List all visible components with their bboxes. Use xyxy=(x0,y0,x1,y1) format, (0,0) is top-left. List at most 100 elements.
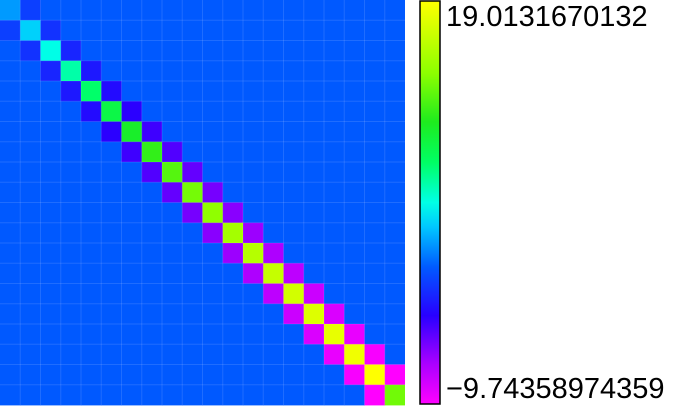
heatmap-cell xyxy=(243,40,264,62)
heatmap-cell xyxy=(384,263,405,284)
heatmap-cell xyxy=(263,60,284,82)
heatmap-cell xyxy=(344,0,365,21)
colorbar-gradient xyxy=(419,0,441,405)
heatmap-cell xyxy=(303,141,325,163)
heatmap-cell xyxy=(182,222,203,244)
heatmap-cell xyxy=(222,283,244,305)
heatmap-cell xyxy=(384,283,405,305)
heatmap-cell xyxy=(222,40,244,62)
heatmap-cell xyxy=(60,384,82,406)
heatmap-cell xyxy=(0,121,21,143)
heatmap-cell xyxy=(364,121,386,143)
heatmap-cell xyxy=(344,324,365,345)
heatmap-cell xyxy=(81,60,102,82)
heatmap-cell xyxy=(121,81,143,102)
heatmap-cell xyxy=(121,141,143,163)
heatmap-cell xyxy=(60,303,82,325)
heatmap-cell xyxy=(344,263,365,284)
heatmap-cell xyxy=(263,40,284,62)
heatmap-cell xyxy=(202,60,224,82)
heatmap-cell xyxy=(0,324,21,345)
heatmap-cell xyxy=(182,364,203,386)
heatmap-cell xyxy=(364,303,386,325)
heatmap-cell xyxy=(60,344,82,365)
heatmap-cell xyxy=(283,324,305,345)
heatmap-cell xyxy=(324,263,345,284)
heatmap-cell xyxy=(303,263,325,284)
heatmap-cell xyxy=(121,0,143,21)
heatmap-cell xyxy=(162,141,183,163)
heatmap-cell xyxy=(20,263,41,284)
heatmap-cell xyxy=(263,344,284,365)
heatmap-cell xyxy=(324,384,345,406)
heatmap-cell xyxy=(202,384,224,406)
heatmap-cell xyxy=(40,303,62,325)
heatmap-cell xyxy=(283,202,305,224)
heatmap-cell xyxy=(202,344,224,365)
heatmap-cell xyxy=(60,364,82,386)
heatmap-cell xyxy=(20,182,41,203)
heatmap-cell xyxy=(101,162,122,183)
heatmap-cell xyxy=(101,121,122,143)
heatmap-cell xyxy=(0,384,21,406)
heatmap-cell xyxy=(344,283,365,305)
heatmap-cell xyxy=(202,303,224,325)
heatmap-cell xyxy=(263,243,284,264)
heatmap-cell xyxy=(182,101,203,122)
heatmap-cell xyxy=(0,81,21,102)
heatmap-cell xyxy=(141,101,163,122)
heatmap-cell xyxy=(60,121,82,143)
heatmap-cell xyxy=(384,303,405,325)
heatmap-cell xyxy=(263,263,284,284)
heatmap-cell xyxy=(81,0,102,21)
heatmap-cell xyxy=(364,263,386,284)
heatmap-cell xyxy=(60,101,82,122)
heatmap-cell xyxy=(162,81,183,102)
heatmap-cell xyxy=(101,263,122,284)
heatmap-cell xyxy=(0,263,21,284)
heatmap-cell xyxy=(384,162,405,183)
heatmap-cell xyxy=(364,243,386,264)
heatmap-cell xyxy=(162,283,183,305)
heatmap-cell xyxy=(283,81,305,102)
heatmap-cell xyxy=(0,0,21,21)
heatmap-cell xyxy=(40,101,62,122)
heatmap-cell xyxy=(384,40,405,62)
heatmap-cell xyxy=(303,162,325,183)
heatmap-cell xyxy=(20,81,41,102)
heatmap-cell xyxy=(283,40,305,62)
heatmap-cell xyxy=(81,162,102,183)
heatmap-cell xyxy=(182,162,203,183)
heatmap-cell xyxy=(283,141,305,163)
heatmap-cell xyxy=(141,81,163,102)
heatmap-cell xyxy=(20,303,41,325)
heatmap-cell xyxy=(283,344,305,365)
heatmap-cell xyxy=(162,0,183,21)
heatmap-cell xyxy=(40,182,62,203)
heatmap-cell xyxy=(283,0,305,21)
heatmap-cell xyxy=(283,364,305,386)
heatmap-cell xyxy=(303,121,325,143)
heatmap-cell xyxy=(40,344,62,365)
heatmap-cell xyxy=(182,0,203,21)
heatmap-cell xyxy=(384,344,405,365)
heatmap-cell xyxy=(384,81,405,102)
heatmap-cell xyxy=(121,202,143,224)
heatmap-cell xyxy=(40,263,62,284)
heatmap-cell xyxy=(20,222,41,244)
heatmap-cell xyxy=(0,222,21,244)
heatmap-cell xyxy=(384,60,405,82)
heatmap-cell xyxy=(344,222,365,244)
heatmap-cell xyxy=(202,81,224,102)
heatmap-cell xyxy=(81,364,102,386)
heatmap-cell xyxy=(162,222,183,244)
heatmap-cell xyxy=(263,384,284,406)
heatmap-cell xyxy=(303,60,325,82)
heatmap-cell xyxy=(60,20,82,41)
heatmap-cell xyxy=(243,384,264,406)
heatmap-cell xyxy=(141,324,163,345)
heatmap-cell xyxy=(283,121,305,143)
heatmap-cell xyxy=(324,364,345,386)
heatmap-cell xyxy=(182,141,203,163)
heatmap-cell xyxy=(20,384,41,406)
